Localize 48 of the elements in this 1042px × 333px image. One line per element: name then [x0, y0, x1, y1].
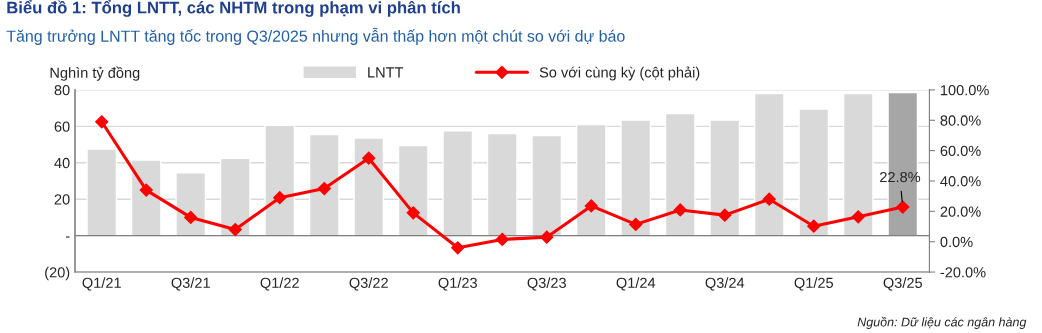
point	[718, 208, 732, 222]
point	[95, 115, 109, 129]
x-tick-label: Q3/24	[705, 277, 745, 291]
y2-tick-label: 40.0%	[940, 176, 981, 187]
point	[228, 222, 242, 237]
point	[317, 181, 331, 196]
x-tick-label: Q1/21	[82, 277, 121, 291]
chart-subtitle: Tăng trưởng LNTT tăng tốc trong Q3/2025 nhưng vẫn thấp hơn một chút so với dự báo	[6, 27, 625, 45]
y2-tick-label: 60.0%	[940, 145, 981, 157]
x-tick-label: Q1/24	[616, 277, 656, 291]
point	[896, 200, 910, 214]
point	[762, 192, 776, 206]
point	[807, 219, 821, 233]
y-tick-label: -	[65, 236, 70, 238]
y2-tick-label: 20.0%	[940, 206, 981, 217]
y2-tick-label: 100.0%	[940, 85, 989, 96]
text: Nguồn: Dữ liệu các ngân hàng	[857, 316, 1027, 329]
chart-title: Biểu đồ 1: Tổng LNTT, các NHTM trong phạm vi phân tích	[7, 0, 460, 17]
x-tick-label: Q3/23	[527, 277, 566, 291]
x-tick-label: Q3/22	[349, 277, 388, 291]
y2-tick-label: 0.0%	[940, 236, 973, 248]
point	[406, 206, 420, 220]
y-tick-label: 80	[54, 85, 70, 96]
y-axis-title: Nghìn tỷ đồng	[50, 66, 140, 81]
y2-tick-label: 80.0%	[940, 115, 981, 126]
point	[540, 230, 554, 244]
point	[851, 210, 865, 224]
point	[584, 199, 598, 213]
legend-label: So với cùng kỳ (cột phải)	[539, 66, 700, 81]
y-tick-label: (20)	[45, 266, 70, 281]
y-tick-label: 20	[54, 194, 70, 205]
point	[451, 241, 465, 255]
x-tick-label: Q3/25	[883, 277, 923, 291]
legend-label: LNTT	[368, 67, 404, 78]
point	[495, 232, 509, 247]
x-tick-label: Q3/21	[171, 277, 210, 291]
y2-tick-label: -20.0%	[940, 267, 986, 278]
point	[273, 191, 287, 205]
point	[184, 210, 198, 225]
y-tick-label: 40	[54, 157, 70, 169]
point	[139, 183, 153, 197]
y-tick-label: 60	[54, 121, 70, 132]
point	[673, 203, 687, 217]
point	[362, 151, 376, 165]
x-tick-label: Q1/25	[794, 277, 834, 291]
point	[629, 217, 643, 231]
x-tick-label: Q1/22	[260, 277, 299, 291]
x-tick-label: Q1/23	[438, 277, 477, 291]
